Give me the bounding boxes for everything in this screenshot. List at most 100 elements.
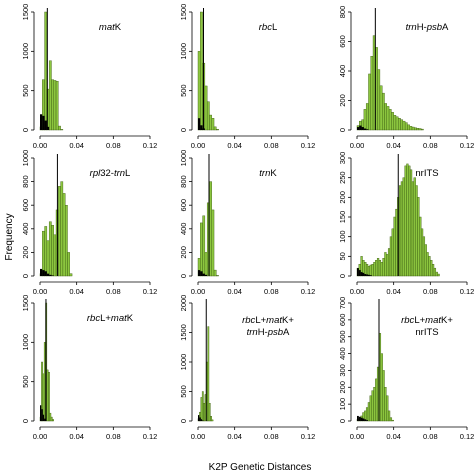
intraspecific-bar — [44, 120, 47, 130]
panel-label: rbcL+matK — [87, 313, 134, 324]
y-tick-label: 1000 — [21, 43, 30, 60]
histogram-bar — [378, 260, 382, 277]
x-tick-label: 0.00 — [33, 432, 48, 441]
histogram-bar — [51, 79, 54, 131]
intraspecific-bar — [202, 273, 205, 276]
histogram-bar — [48, 221, 52, 277]
x-tick-label: 0.04 — [69, 432, 84, 441]
y-tick-label: 300 — [338, 364, 347, 377]
panel-9: 0 100 200 300 400 500 600 700 0.00 0.04 0.08 0.12 rb… — [338, 297, 474, 441]
histogram-bar — [211, 209, 215, 277]
y-tick-label: 200 — [338, 381, 347, 394]
intraspecific-bar — [200, 125, 203, 130]
y-tick-label: 50 — [338, 252, 347, 260]
histogram-bar — [416, 128, 420, 131]
histogram-bar — [58, 186, 61, 277]
panel-label-line2: nrITS — [415, 327, 438, 338]
y-tick-label: 500 — [179, 385, 188, 398]
y-tick-label: 500 — [179, 84, 188, 97]
y-tick-label: 0 — [21, 128, 30, 132]
x-tick-label: 0.08 — [264, 432, 279, 441]
histogram-bar — [420, 128, 424, 131]
histogram-bar — [393, 216, 396, 277]
histogram-bar — [213, 269, 217, 277]
intraspecific-bar — [358, 416, 361, 421]
y-tick-label: 0 — [21, 274, 30, 278]
histogram-bar — [58, 125, 61, 131]
panel-label: rbcL — [259, 22, 278, 33]
y-tick-label: 1500 — [179, 324, 188, 341]
y-tick-label: 400 — [338, 347, 347, 360]
panel-4: 0 200 400 600 800 1000 0.00 0.04 0.08 0.12 rpl32-t… — [21, 150, 157, 296]
histogram-bar — [414, 127, 417, 131]
histogram-bar — [384, 252, 387, 277]
intraspecific-bar — [198, 118, 201, 130]
histogram-bar — [384, 103, 387, 131]
x-tick-label: 0.00 — [33, 141, 48, 150]
histogram-bar — [387, 248, 391, 277]
histogram-bar — [367, 265, 371, 277]
intraspecific-bar — [46, 273, 50, 276]
intraspecific-bar — [41, 409, 43, 421]
y-tick-label: 100 — [338, 398, 347, 411]
histogram-bar — [411, 181, 415, 277]
intraspecific-bar — [357, 268, 359, 276]
histogram-bar — [67, 252, 70, 277]
intraspecific-bar — [360, 417, 363, 421]
histogram-bar — [384, 387, 387, 422]
histogram-bar — [369, 395, 372, 422]
x-tick-label: 0.04 — [69, 287, 84, 296]
histogram-bar — [419, 216, 422, 277]
histogram-bar — [408, 165, 411, 277]
histogram-bar — [216, 275, 219, 277]
histogram-bar — [377, 69, 381, 131]
histogram-bar — [417, 197, 420, 277]
y-tick-label: 800 — [338, 6, 347, 19]
histogram-bar — [207, 326, 210, 422]
x-tick-label: 0.08 — [423, 141, 438, 150]
histogram-bar — [53, 234, 57, 277]
histogram-bar — [402, 120, 406, 131]
panel-label: rpl32-trnL — [90, 168, 131, 179]
intraspecific-bar — [364, 419, 367, 421]
histogram-bar — [365, 103, 369, 131]
y-tick-label: 800 — [21, 175, 30, 188]
histogram-bar — [42, 373, 45, 422]
y-tick-label: 600 — [21, 199, 30, 212]
histogram-bar — [209, 114, 212, 131]
x-tick-label: 0.08 — [264, 141, 279, 150]
histogram-bar — [202, 215, 206, 277]
x-tick-label: 0.04 — [386, 141, 401, 150]
histogram-bar — [404, 165, 407, 277]
intraspecific-bar — [44, 418, 46, 421]
y-tick-label: 400 — [338, 65, 347, 78]
histogram-bar — [365, 264, 369, 277]
histogram-bar — [395, 116, 399, 131]
histogram-bar — [428, 256, 431, 277]
histogram-bar — [406, 163, 409, 277]
x-tick-label: 0.12 — [143, 432, 158, 441]
histogram-bar — [373, 262, 376, 277]
x-tick-label: 0.04 — [69, 141, 84, 150]
x-tick-label: 0.04 — [386, 287, 401, 296]
histogram-bar — [398, 117, 401, 131]
histogram-bar — [375, 378, 378, 422]
y-tick-label: 0 — [338, 419, 347, 423]
intraspecific-bar — [200, 271, 203, 276]
intraspecific-bar — [40, 114, 43, 130]
histogram-bar — [415, 185, 418, 277]
histogram-bar — [376, 258, 380, 277]
histogram-bar — [386, 106, 390, 131]
histogram-bar — [200, 397, 203, 422]
histogram-bar — [382, 370, 385, 422]
y-tick-label: 0 — [338, 128, 347, 132]
histogram-bar — [402, 177, 405, 277]
panel-label-line2: trnH-psbA — [247, 327, 290, 338]
intraspecific-bar — [51, 275, 54, 276]
histogram-bar — [400, 119, 404, 131]
y-tick-label: 400 — [21, 223, 30, 236]
panel-label: matK — [99, 22, 122, 33]
histogram-bar — [62, 193, 66, 277]
intraspecific-bar — [366, 274, 368, 276]
